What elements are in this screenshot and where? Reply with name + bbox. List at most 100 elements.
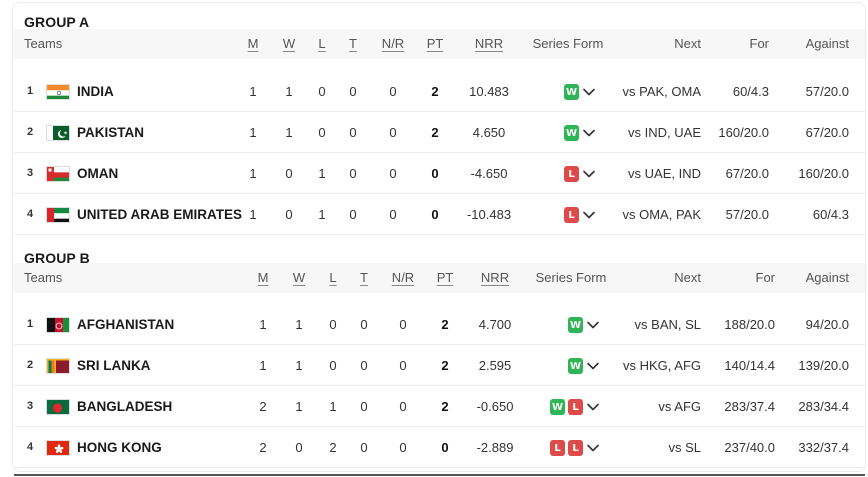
team-name[interactable]: SRI LANKA <box>77 358 151 373</box>
stat-l: 0 <box>318 84 326 99</box>
next-fixtures: vs UAE, IND <box>628 166 701 181</box>
column-header-m[interactable]: M <box>257 270 269 285</box>
stat-t: 0 <box>349 125 357 140</box>
stat-pt: 2 <box>431 125 439 140</box>
runs-against: 332/37.4 <box>798 440 849 455</box>
team-position: 1 <box>26 85 34 97</box>
win-badge: W <box>568 358 583 374</box>
column-header-for: For <box>749 36 770 51</box>
column-header-form: Series Form <box>535 270 607 285</box>
stat-nr: 0 <box>399 440 407 455</box>
stat-t: 0 <box>360 317 368 332</box>
stat-l: 0 <box>318 125 326 140</box>
column-header-l[interactable]: L <box>329 270 337 285</box>
loss-badge: L <box>564 207 579 223</box>
runs-against: 57/20.0 <box>805 84 849 99</box>
stat-m: 1 <box>249 125 257 140</box>
stat-w: 0 <box>295 440 303 455</box>
stat-t: 0 <box>349 207 357 222</box>
chevron-down-icon[interactable] <box>582 85 596 99</box>
stat-t: 0 <box>360 440 368 455</box>
stat-pt: 0 <box>441 440 449 455</box>
column-header-pt[interactable]: PT <box>436 270 454 285</box>
next-fixtures: vs AFG <box>658 399 701 414</box>
runs-for: 283/37.4 <box>724 399 775 414</box>
team-position: 4 <box>26 441 34 453</box>
column-header-w[interactable]: W <box>282 36 296 51</box>
series-form: L <box>564 206 596 224</box>
column-header-l[interactable]: L <box>318 36 326 51</box>
column-header-m[interactable]: M <box>247 36 259 51</box>
stat-nr: 0 <box>389 166 397 181</box>
stat-pt: 2 <box>431 84 439 99</box>
chevron-down-icon[interactable] <box>582 167 596 181</box>
runs-against: 94/20.0 <box>805 317 849 332</box>
stat-pt: 2 <box>441 358 449 373</box>
loss-badge: L <box>568 399 583 415</box>
column-header-for: For <box>755 270 776 285</box>
stat-w: 1 <box>295 317 303 332</box>
stat-pt: 2 <box>441 317 449 332</box>
column-header-w[interactable]: W <box>292 270 306 285</box>
column-header-t[interactable]: T <box>360 270 368 285</box>
team-name[interactable]: OMAN <box>77 166 119 181</box>
win-badge: W <box>568 317 583 333</box>
chevron-down-icon[interactable] <box>586 400 600 414</box>
stat-l: 0 <box>329 358 337 373</box>
table-header: Teams M W L T N/R PT NRR Series Form Next For Again… <box>14 29 865 59</box>
pakistan-flag-icon <box>46 125 70 141</box>
chevron-down-icon[interactable] <box>586 441 600 455</box>
points-table-card <box>12 2 866 472</box>
runs-for: 57/20.0 <box>725 207 769 222</box>
runs-for: 237/40.0 <box>724 440 775 455</box>
team-name[interactable]: HONG KONG <box>77 440 162 455</box>
next-fixtures: vs HKG, AFG <box>622 358 701 373</box>
sri-lanka-flag-icon <box>46 358 70 374</box>
bangladesh-flag-icon <box>46 399 70 415</box>
runs-for: 160/20.0 <box>718 125 769 140</box>
team-name[interactable]: AFGHANISTAN <box>77 317 175 332</box>
oman-flag-icon <box>46 166 70 182</box>
stat-nrr: 2.595 <box>478 358 512 373</box>
runs-against: 160/20.0 <box>798 166 849 181</box>
column-header-nr[interactable]: N/R <box>381 36 405 51</box>
runs-for: 60/4.3 <box>732 84 769 99</box>
chevron-down-icon[interactable] <box>586 359 600 373</box>
column-header-nrr[interactable]: NRR <box>480 270 510 285</box>
stat-m: 1 <box>259 358 267 373</box>
stat-nrr: -10.483 <box>466 207 512 222</box>
team-name[interactable]: INDIA <box>77 84 114 99</box>
team-name[interactable]: UNITED ARAB EMIRATES <box>77 207 242 222</box>
stat-w: 1 <box>285 84 293 99</box>
table-header: Teams M W L T N/R PT NRR Series Form Next For Again… <box>14 263 865 293</box>
stat-l: 2 <box>329 440 337 455</box>
stat-nrr: 4.650 <box>472 125 506 140</box>
chevron-down-icon[interactable] <box>582 208 596 222</box>
stat-nrr: -2.889 <box>476 440 514 455</box>
stat-m: 1 <box>249 207 257 222</box>
team-position: 3 <box>26 400 34 412</box>
runs-against: 283/34.4 <box>798 399 849 414</box>
team-name[interactable]: PAKISTAN <box>77 125 144 140</box>
column-header-pt[interactable]: PT <box>426 36 444 51</box>
chevron-down-icon[interactable] <box>586 318 600 332</box>
stat-l: 0 <box>329 317 337 332</box>
stat-w: 0 <box>285 166 293 181</box>
stat-t: 0 <box>349 84 357 99</box>
column-header-t[interactable]: T <box>349 36 357 51</box>
runs-for: 140/14.4 <box>724 358 775 373</box>
column-header-nrr[interactable]: NRR <box>474 36 504 51</box>
team-name[interactable]: BANGLADESH <box>77 399 173 414</box>
series-form: W <box>568 316 600 334</box>
chevron-down-icon[interactable] <box>582 126 596 140</box>
column-header-nr[interactable]: N/R <box>391 270 415 285</box>
